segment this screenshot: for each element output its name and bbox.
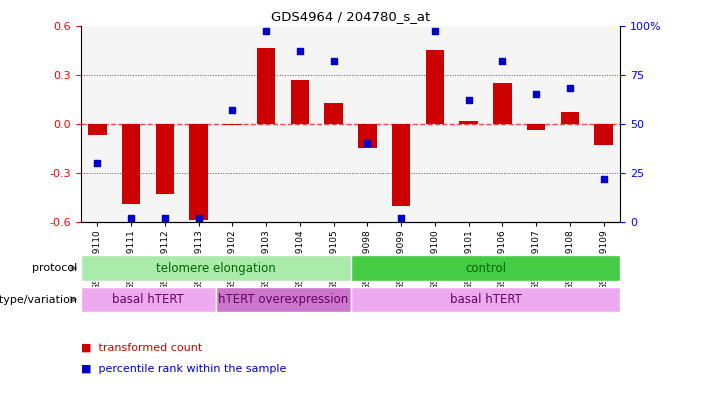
Text: ■  transformed count: ■ transformed count (81, 343, 202, 353)
Point (598, 176, 609, 182)
Point (564, 85, 576, 92)
Point (294, 48, 306, 54)
Bar (81, 287, 216, 312)
Bar (493, 83, 512, 124)
Text: basal hTERT: basal hTERT (112, 293, 184, 306)
Point (227, 107, 238, 113)
Bar (122, 124, 140, 204)
Bar (358, 124, 376, 148)
Point (193, 215, 204, 221)
Bar (350, 287, 620, 312)
Point (395, 215, 407, 221)
Bar (526, 124, 545, 130)
Bar (291, 79, 309, 124)
Point (92, 160, 103, 166)
Title: GDS4964 / 204780_s_at: GDS4964 / 204780_s_at (271, 10, 430, 23)
Text: genotype/variation: genotype/variation (0, 295, 77, 305)
Bar (325, 103, 343, 124)
Bar (156, 124, 175, 194)
Text: telomere elongation: telomere elongation (156, 262, 275, 275)
Point (362, 140, 373, 147)
Text: hTERT overexpression: hTERT overexpression (218, 293, 348, 306)
Bar (426, 50, 444, 124)
Bar (257, 48, 275, 124)
Point (125, 215, 137, 221)
Point (497, 58, 508, 64)
Bar (459, 121, 478, 124)
Text: control: control (465, 262, 506, 275)
Bar (350, 255, 620, 281)
Point (261, 28, 272, 35)
Bar (81, 255, 350, 281)
Bar (223, 124, 242, 125)
Text: protocol: protocol (32, 263, 77, 273)
Bar (88, 124, 107, 135)
Point (531, 91, 542, 97)
Text: basal hTERT: basal hTERT (449, 293, 522, 306)
Point (429, 28, 440, 35)
Point (463, 97, 474, 103)
Bar (594, 124, 613, 145)
Bar (216, 287, 350, 312)
Bar (392, 124, 410, 206)
Bar (561, 112, 579, 124)
Bar (189, 124, 208, 220)
Point (159, 215, 170, 221)
Point (328, 58, 339, 64)
Text: ■  percentile rank within the sample: ■ percentile rank within the sample (81, 364, 286, 375)
